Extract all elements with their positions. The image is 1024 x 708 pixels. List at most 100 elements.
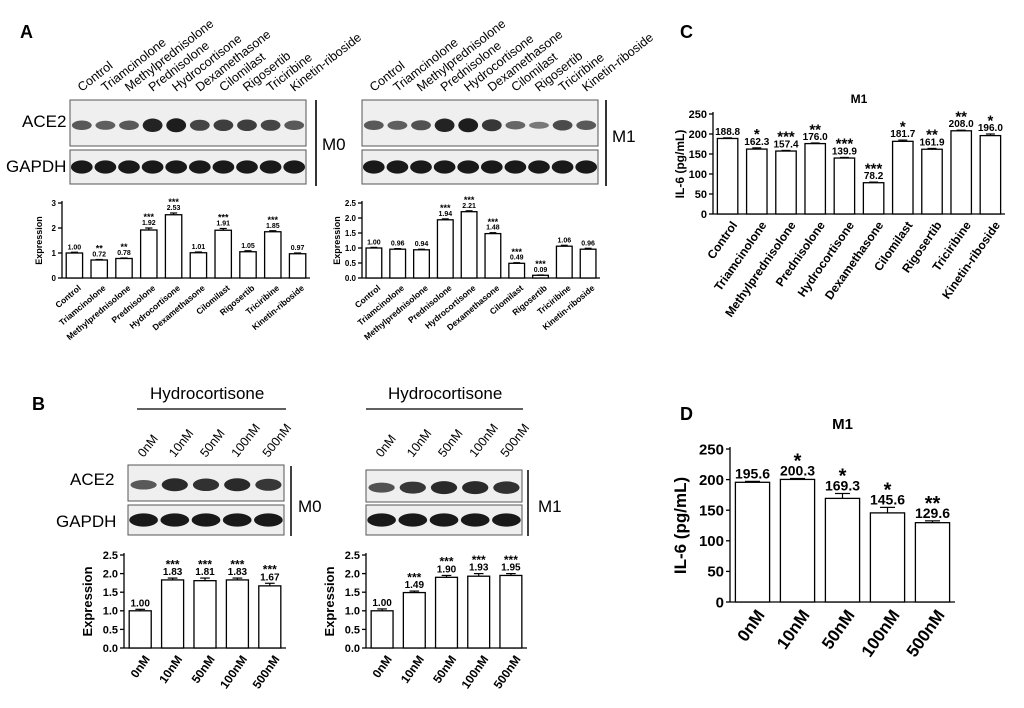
- significance-mark: ***: [407, 570, 421, 584]
- significance-mark: *: [754, 126, 760, 143]
- bar: [555, 245, 573, 279]
- blot-label-ace2-a: ACE2: [22, 112, 66, 131]
- y-axis-label: Expression: [332, 216, 342, 265]
- data-label: 1.92: [142, 220, 156, 227]
- lane-label: 10nM: [404, 427, 434, 460]
- bar: [869, 512, 906, 603]
- x-tick-label: 100nM: [217, 653, 250, 692]
- bar: [288, 253, 307, 279]
- treatment-header-b-m1: Hydrocortisone: [388, 384, 502, 403]
- panel-label-a: A: [20, 22, 33, 42]
- gapdh-band: [118, 160, 140, 174]
- bar: [467, 575, 491, 649]
- significance-mark: ***: [198, 557, 212, 571]
- gapdh-band: [94, 160, 117, 174]
- y-axis-label: Expression: [322, 566, 337, 636]
- bar-chart-d: M1 0 50 100 150 200 250 IL-6 (pg/mL) 195.6 0nM 200…: [671, 416, 955, 661]
- x-tick-label: 100nM: [458, 653, 491, 692]
- significance-mark: *: [884, 479, 892, 501]
- bar: [412, 249, 431, 279]
- data-label: 1.90: [437, 564, 457, 575]
- y-axis-label: Expression: [34, 216, 44, 265]
- ace2-band: [142, 118, 163, 133]
- western-blot-a-m0: ControlTriamcinoloneMethylprednisolonePr…: [69, 17, 364, 185]
- lane-label: 50nM: [435, 427, 465, 460]
- y-tick-label: 0.5: [345, 624, 360, 636]
- bar: [193, 580, 217, 649]
- gapdh-band: [222, 513, 252, 527]
- data-label: 1.91: [216, 221, 230, 228]
- data-label: 1.95: [501, 563, 521, 574]
- significance-mark: ***: [777, 129, 795, 146]
- data-label: 0.94: [415, 241, 429, 248]
- ace2-band: [399, 481, 426, 494]
- significance-mark: *: [839, 465, 847, 487]
- ace2-band: [95, 120, 116, 130]
- data-label: 1.83: [163, 567, 183, 578]
- y-tick-label: 50: [707, 564, 724, 581]
- y-tick-label: 0: [701, 209, 707, 221]
- y-tick-label: 100: [699, 533, 724, 550]
- y-tick-label: 200: [689, 129, 707, 141]
- x-tick-label: 0nM: [370, 653, 395, 681]
- y-tick-label: 1: [52, 249, 57, 258]
- bar: [914, 522, 951, 603]
- significance-mark: **: [809, 121, 821, 138]
- y-tick-label: 2.5: [103, 550, 118, 562]
- y-tick-label: 2.0: [345, 214, 357, 223]
- ace2-band: [192, 478, 220, 492]
- bar: [189, 252, 208, 279]
- y-axis-label: Expression: [80, 566, 95, 636]
- data-label: 1.67: [260, 572, 280, 583]
- chart-title: M1: [832, 416, 853, 433]
- chart-title: M1: [851, 92, 868, 106]
- x-tick-label: 0nM: [128, 653, 153, 681]
- significance-mark: ***: [439, 555, 453, 569]
- y-tick-label: 0.5: [345, 259, 357, 268]
- y-tick-label: 0.5: [103, 624, 118, 636]
- significance-mark: ***: [168, 197, 179, 207]
- y-tick-label: 3: [52, 199, 57, 208]
- data-label: 0.78: [117, 250, 131, 257]
- significance-mark: ***: [230, 557, 244, 571]
- bar: [833, 157, 856, 215]
- treatment-header-b-m0: Hydrocortisone: [150, 384, 264, 403]
- significance-mark: *: [987, 112, 993, 129]
- ace2-band: [434, 118, 455, 133]
- data-label: 139.9: [832, 146, 857, 157]
- bar: [950, 130, 973, 215]
- ace2-band: [462, 481, 489, 495]
- gapdh-band: [504, 160, 527, 174]
- lane-label: 50nM: [197, 427, 227, 460]
- data-label: 188.8: [715, 127, 740, 138]
- bar: [979, 134, 1002, 215]
- bar: [824, 497, 861, 603]
- ace2-band: [529, 121, 549, 129]
- x-tick-label: 500nM: [250, 653, 283, 692]
- ace2-band: [411, 120, 431, 131]
- y-tick-label: 2.0: [103, 568, 118, 580]
- data-label: 2.21: [462, 203, 476, 210]
- significance-mark: **: [925, 493, 941, 515]
- significance-mark: ***: [504, 553, 518, 567]
- data-label: 1.00: [130, 598, 150, 609]
- panel-label-c: C: [680, 22, 693, 42]
- y-tick-label: 1.5: [345, 587, 360, 599]
- bar: [579, 248, 597, 279]
- blot-label-gapdh-a: GAPDH: [6, 157, 66, 176]
- gapdh-band: [283, 160, 306, 174]
- significance-mark: ***: [511, 247, 522, 257]
- gapdh-band: [429, 513, 459, 527]
- data-label: 1.48: [486, 225, 500, 232]
- bar: [716, 137, 739, 215]
- gapdh-band: [551, 160, 574, 174]
- y-tick-label: 0.0: [345, 274, 357, 283]
- gapdh-band: [160, 513, 190, 527]
- data-label: 2.53: [167, 205, 181, 212]
- lane-label: 10nM: [166, 427, 196, 460]
- cell-type-label-b-m1: M1: [538, 497, 562, 516]
- y-tick-label: 2.0: [345, 568, 360, 580]
